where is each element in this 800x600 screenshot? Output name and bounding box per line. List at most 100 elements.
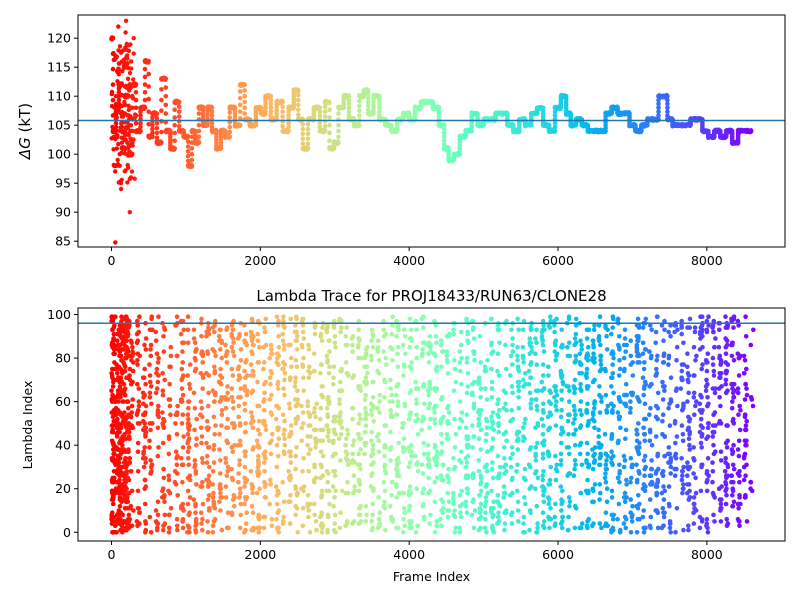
data-point [501,405,507,411]
data-point [489,418,495,424]
data-point [535,440,540,446]
data-point [223,495,229,500]
data-point [131,360,136,365]
data-point [322,128,328,134]
data-point [173,449,179,455]
data-point [296,102,301,108]
data-point [705,395,710,400]
data-point [439,523,444,529]
data-point [490,523,495,529]
data-point [205,519,210,524]
data-point [137,314,142,320]
data-point [731,442,736,448]
data-point [623,381,629,387]
data-point [269,412,275,418]
data-point [432,499,438,505]
data-point [212,329,217,335]
data-point [495,351,501,357]
data-point [356,327,362,333]
data-point [515,499,521,505]
data-point [356,477,362,483]
data-point [521,360,526,365]
data-point [230,477,235,483]
data-point [135,449,141,455]
data-point [564,445,570,450]
data-point [730,493,735,498]
data-point [116,141,121,147]
data-point [749,488,755,494]
data-point [324,353,330,359]
data-point [356,451,361,457]
data-point [269,523,275,529]
x-tick-label: 6000 [542,253,574,268]
data-point [592,405,597,411]
data-point [388,514,394,520]
data-point [274,403,279,409]
data-point [325,358,330,363]
data-point [428,512,433,518]
data-point [476,377,482,383]
data-point [226,525,231,531]
data-point [598,358,603,363]
data-point [370,395,376,400]
data-point [166,488,171,494]
data-point [293,486,299,492]
data-point [667,423,673,428]
data-point [390,347,395,352]
data-point [337,525,343,531]
y-tick-label: 100 [47,147,71,162]
data-point [249,316,255,322]
data-point [609,527,614,533]
data-point [356,488,362,494]
data-point [735,390,741,396]
data-point [200,360,205,365]
data-point [313,445,318,450]
data-point [211,447,216,452]
data-point [186,416,191,422]
data-point [628,530,634,535]
data-point [126,113,131,118]
data-point [351,490,356,496]
data-point [414,462,419,468]
data-point [130,397,135,402]
data-point [523,477,528,483]
data-point [463,475,469,481]
data-point [209,124,215,130]
data-point [395,364,401,370]
data-point [585,401,590,407]
data-point [146,121,151,127]
data-point [491,530,497,535]
data-point [369,327,375,333]
data-point [275,525,280,531]
data-point [628,338,633,344]
data-point [320,384,325,389]
data-point [377,399,383,404]
data-point [388,458,393,463]
data-point [286,113,291,118]
data-point [685,460,690,465]
data-point [559,397,564,402]
y-tick-label: 95 [55,176,71,191]
data-point [143,460,148,465]
data-point [427,521,433,526]
data-point [187,477,193,483]
data-point [382,499,387,505]
data-point [294,364,300,370]
data-point [113,109,119,114]
data-point [237,486,243,492]
data-point [350,349,356,354]
data-point [294,334,300,339]
data-point [737,523,742,529]
data-point [737,479,742,485]
data-point [691,495,697,500]
data-point [332,521,338,526]
data-point [433,388,439,394]
data-point [698,488,704,494]
data-point [319,488,325,494]
data-point [383,355,389,361]
data-point [459,488,465,494]
data-point [237,525,243,531]
data-point [294,338,299,344]
data-point [445,490,451,496]
data-point [749,397,755,402]
